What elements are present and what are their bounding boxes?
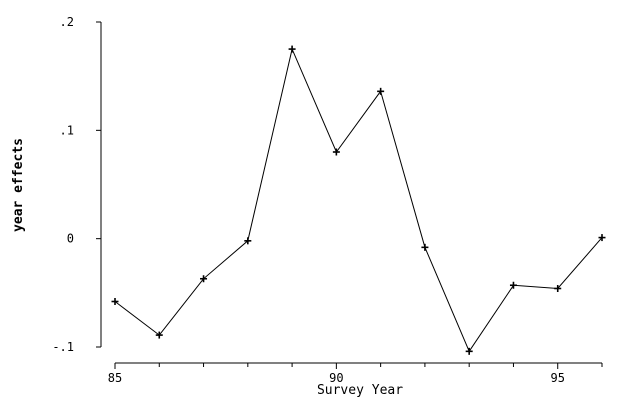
data-point-marker bbox=[111, 298, 119, 305]
data-point-marker bbox=[244, 237, 252, 245]
data-point-marker bbox=[421, 243, 429, 251]
series-line bbox=[114, 47, 603, 353]
data-point-marker bbox=[509, 281, 517, 289]
y-tick-label: -.1 bbox=[52, 340, 74, 354]
y-tick-label: .2 bbox=[60, 15, 74, 29]
labels-layer: Survey Year year effects bbox=[11, 138, 403, 398]
data-point-marker bbox=[465, 347, 473, 355]
data-point-marker bbox=[598, 234, 606, 242]
axes-layer: .2 .1 0 -.1 85 90 95 bbox=[52, 15, 603, 385]
y-axis-title: year effects bbox=[11, 138, 26, 232]
x-tick-label: 95 bbox=[551, 371, 565, 385]
x-axis-title: Survey Year bbox=[317, 383, 403, 398]
data-point-marker bbox=[377, 87, 385, 95]
data-point-marker bbox=[554, 285, 562, 292]
data-point-marker bbox=[200, 275, 208, 283]
y-tick-label: .1 bbox=[60, 123, 74, 137]
y-tick-label: 0 bbox=[67, 232, 74, 246]
data-point-marker bbox=[288, 45, 296, 53]
data-point-marker bbox=[332, 148, 340, 156]
x-tick-label: 85 bbox=[108, 371, 122, 385]
x-tick-label: 90 bbox=[329, 371, 343, 385]
data-point-marker bbox=[155, 331, 163, 339]
data-layer bbox=[111, 45, 606, 355]
